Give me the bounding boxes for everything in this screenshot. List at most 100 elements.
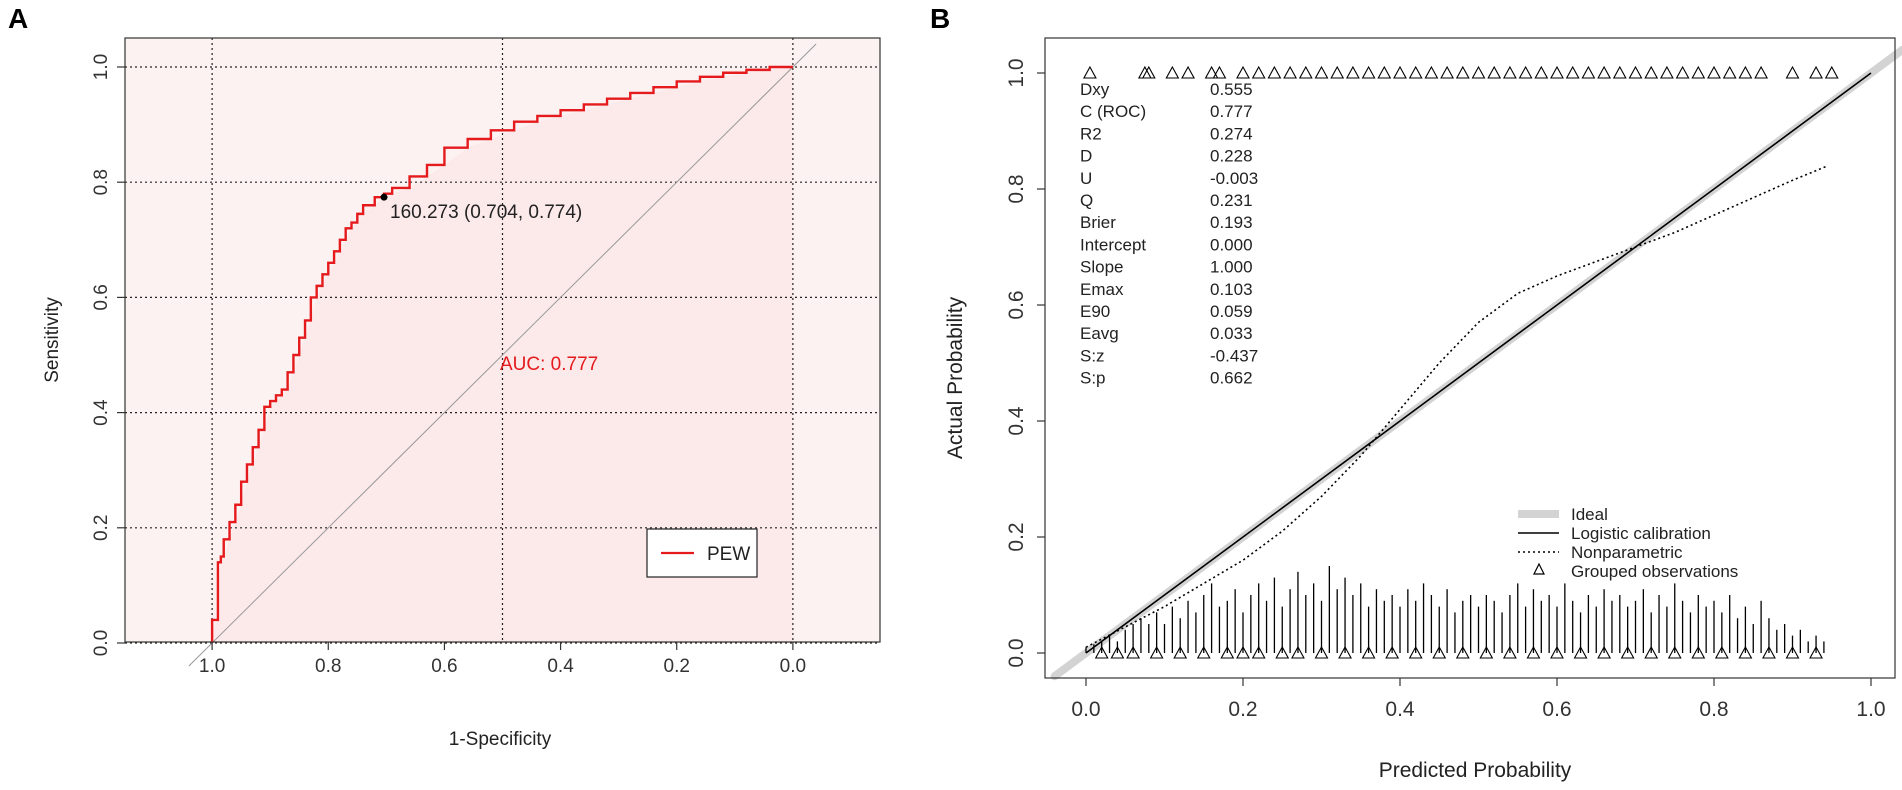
- threshold-point: [380, 193, 388, 201]
- stat-value-12: -0.437: [1210, 346, 1258, 365]
- grouped-triangle-bottom-17: [1455, 645, 1470, 659]
- grouped-triangle-bottom-0: [1094, 645, 1109, 659]
- roc-curve-pew: [210, 65, 793, 643]
- grouped-triangle-bottom-31: [1785, 645, 1800, 659]
- grouped-triangle-bottom-28: [1714, 645, 1729, 659]
- grouped-observations: [1083, 65, 1839, 659]
- grouped-triangle-top-4: [1181, 65, 1195, 79]
- roc-plot-frame: [124, 37, 881, 643]
- grouped-triangle-top-26: [1534, 65, 1549, 79]
- cal-x-tick-label-0: 0.0: [1071, 698, 1100, 721]
- grouped-triangle-top-8: [1251, 65, 1266, 79]
- grouped-triangle-top-21: [1455, 65, 1470, 79]
- roc-x-tick-label-5: 0.0: [780, 656, 806, 677]
- grouped-triangle-top-24: [1502, 65, 1517, 79]
- grouped-triangle-bottom-20: [1526, 645, 1541, 659]
- stat-value-4: -0.003: [1210, 169, 1258, 188]
- grouped-triangle-bottom-21: [1550, 645, 1564, 659]
- roc-grid: [125, 38, 880, 644]
- grouped-triangle-top-20: [1440, 65, 1455, 79]
- grouped-triangle-top-33: [1644, 65, 1659, 79]
- grouped-triangle-bottom-13: [1361, 645, 1376, 659]
- grouped-triangle-bottom-16: [1432, 645, 1447, 659]
- grouped-triangle-bottom-2: [1126, 645, 1141, 659]
- stat-value-2: 0.274: [1210, 124, 1253, 143]
- grouped-triangle-bottom-1: [1110, 645, 1125, 659]
- stat-name-7: Intercept: [1080, 235, 1146, 254]
- grouped-triangle-bottom-23: [1597, 645, 1612, 659]
- roc-y-tick-label-3: 0.6: [91, 284, 112, 310]
- grouped-triangle-top-13: [1330, 65, 1345, 79]
- grouped-triangle-bottom-10: [1291, 645, 1305, 659]
- grouped-triangle-bottom-32: [1809, 645, 1823, 659]
- cal-x-tick-label-3: 0.6: [1542, 698, 1571, 721]
- cal-y-tick-label-0: 0.0: [1005, 638, 1028, 667]
- roc-x-tick-label-2: 0.6: [431, 656, 457, 677]
- roc-y-tick-label-2: 0.4: [91, 399, 112, 426]
- grouped-triangle-bottom-11: [1314, 645, 1329, 659]
- grouped-triangle-bottom-8: [1251, 645, 1266, 659]
- calibration-legend: Ideal Logistic calibration Nonparametric…: [1518, 505, 1738, 581]
- logistic-calibration-line: [1085, 72, 1872, 654]
- roc-reference-diagonal: [188, 43, 817, 667]
- roc-x-tick-label-0: 1.0: [199, 656, 225, 677]
- roc-y-tick-label-5: 1.0: [91, 54, 112, 80]
- roc-x-axis-label: 1-Specificity: [449, 729, 552, 750]
- grouped-triangle-bottom-25: [1644, 645, 1659, 659]
- cal-y-tick-label-5: 1.0: [1005, 58, 1028, 87]
- stat-name-0: Dxy: [1080, 80, 1110, 99]
- stat-name-10: E90: [1080, 302, 1110, 321]
- grouped-triangle-bottom-7: [1236, 645, 1250, 659]
- grouped-triangle-top-7: [1236, 65, 1250, 79]
- grouped-triangle-bottom-4: [1173, 645, 1188, 659]
- stat-value-10: 0.059: [1210, 302, 1253, 321]
- grouped-triangle-top-27: [1550, 65, 1564, 79]
- roc-x-ticks: 1.0 0.8 0.6 0.4 0.2 0.0: [199, 642, 806, 677]
- stat-name-8: Slope: [1080, 258, 1123, 277]
- roc-x-tick-label-4: 0.2: [664, 656, 690, 677]
- stat-value-13: 0.662: [1210, 369, 1253, 388]
- grouped-triangle-bottom-15: [1408, 645, 1423, 659]
- grouped-triangle-top-10: [1283, 65, 1298, 79]
- grouped-triangle-top-23: [1487, 65, 1502, 79]
- stat-name-1: C (ROC): [1080, 102, 1146, 121]
- calibration-lines: [1085, 72, 1872, 654]
- grouped-triangle-bottom-18: [1479, 645, 1494, 659]
- stat-name-9: Emax: [1080, 280, 1124, 299]
- grouped-triangle-bottom-9: [1275, 645, 1290, 659]
- stat-name-3: D: [1080, 147, 1092, 166]
- roc-y-ticks: 0.0 0.2 0.4 0.6 0.8 1.0: [91, 54, 125, 656]
- stat-value-1: 0.777: [1210, 102, 1253, 121]
- grouped-triangle-top-11: [1298, 65, 1313, 79]
- grouped-triangle-top-42: [1809, 65, 1823, 79]
- grouped-triangle-top-12: [1314, 65, 1329, 79]
- legend-swatch-grouped-triangle: [1533, 562, 1545, 575]
- stat-name-4: U: [1080, 169, 1092, 188]
- threshold-label: 160.273 (0.704, 0.774): [390, 202, 582, 223]
- grouped-triangle-top-32: [1628, 65, 1643, 79]
- stat-value-11: 0.033: [1210, 324, 1253, 343]
- cal-x-tick-label-2: 0.4: [1385, 698, 1415, 721]
- grouped-triangle-top-43: [1824, 65, 1839, 79]
- grouped-triangle-bottom-6: [1220, 645, 1235, 659]
- roc-y-tick-label-4: 0.8: [91, 169, 112, 195]
- roc-axes: [124, 37, 881, 643]
- grouped-triangle-top-9: [1267, 65, 1282, 79]
- grouped-triangle-top-35: [1675, 65, 1690, 79]
- cal-y-tick-label-1: 0.2: [1005, 522, 1028, 551]
- calibration-axes: [1044, 37, 1896, 679]
- stat-name-5: Q: [1080, 191, 1093, 210]
- grouped-triangle-bottom-14: [1385, 645, 1400, 659]
- roc-chart: 1.0 0.8 0.6 0.4 0.2 0.0 0.0 0.2 0.4 0.6 0.8 1.0 1-…: [42, 37, 881, 750]
- stat-value-3: 0.228: [1210, 147, 1253, 166]
- grouped-triangle-top-41: [1785, 65, 1800, 79]
- grouped-triangle-bottom-24: [1620, 645, 1635, 659]
- stat-value-6: 0.193: [1210, 213, 1253, 232]
- stat-name-2: R2: [1080, 124, 1102, 143]
- grouped-triangle-top-29: [1581, 65, 1596, 79]
- stat-name-11: Eavg: [1080, 324, 1119, 343]
- legend-label-grouped: Grouped observations: [1571, 562, 1738, 581]
- cal-x-tick-label-5: 1.0: [1856, 698, 1885, 721]
- auc-label: AUC: 0.777: [500, 354, 598, 375]
